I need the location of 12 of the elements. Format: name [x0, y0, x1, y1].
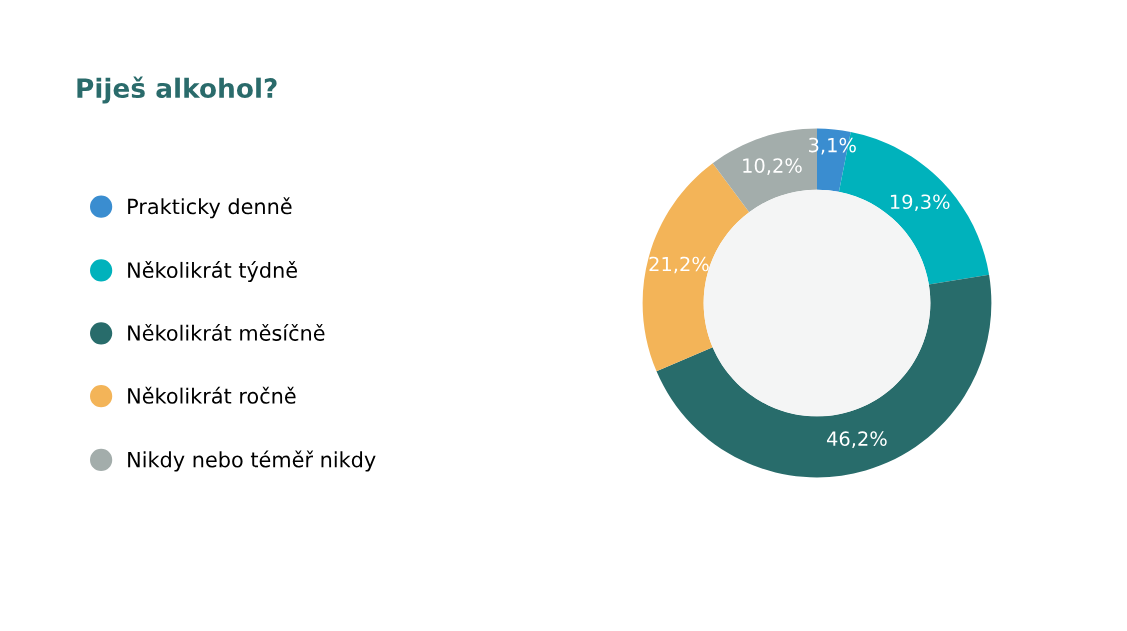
legend-label: Nikdy nebo téměř nikdy: [128, 450, 376, 472]
legend-label: Několikrát ročně: [128, 386, 296, 404]
donut-slice: [656, 274, 992, 478]
legend-label: Několikrát týdně: [128, 261, 297, 283]
data-label: 10,2%: [743, 158, 802, 175]
data-label: 21,2%: [649, 256, 709, 274]
data-label: 3,1%: [809, 137, 856, 155]
data-label: 19,3%: [890, 194, 950, 212]
chart-title: Piješ alkohol?: [77, 76, 277, 104]
data-label: 46,2%: [826, 431, 887, 448]
legend-label: Několikrát měsíčně: [128, 323, 325, 341]
legend-label: Prakticky denně: [128, 197, 292, 219]
